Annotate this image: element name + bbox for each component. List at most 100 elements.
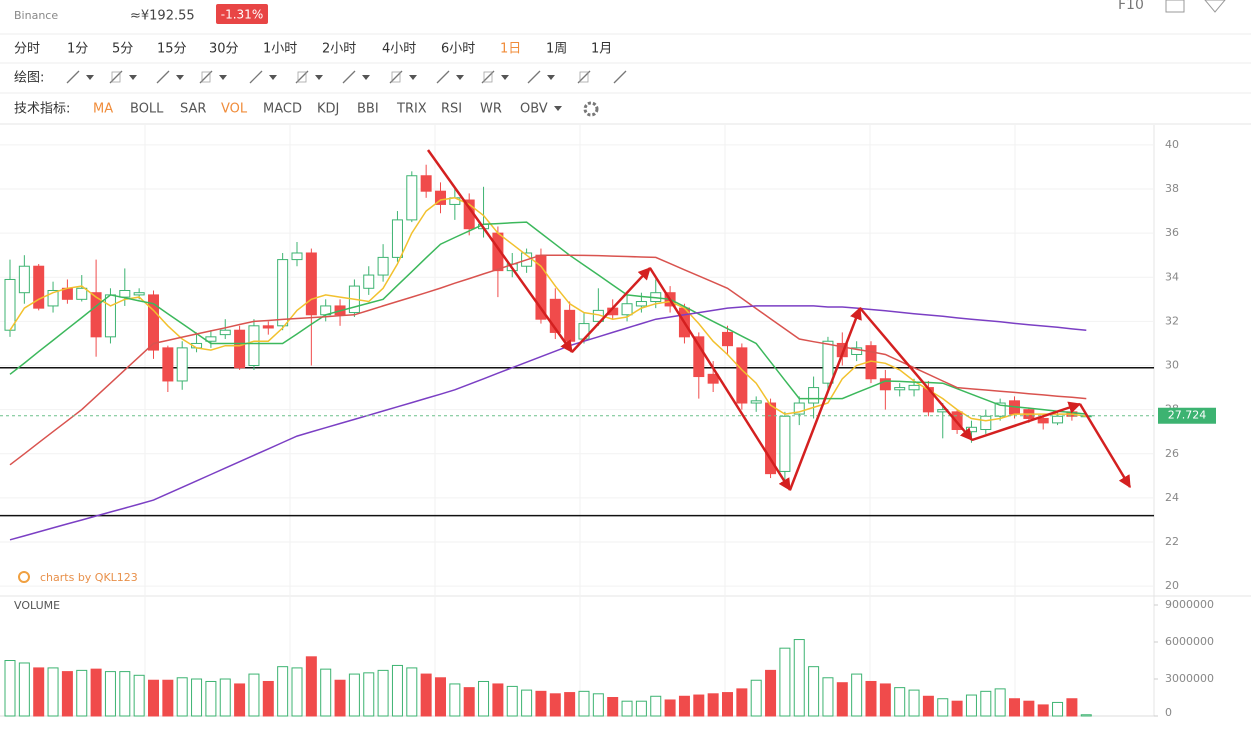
- tool-icon[interactable]: [342, 70, 370, 84]
- indicator[interactable]: WR: [480, 102, 502, 117]
- volume-bar: [994, 688, 1006, 717]
- timeframe[interactable]: 1日: [500, 42, 521, 57]
- star-icon[interactable]: [1204, 0, 1226, 13]
- tool-icon[interactable]: [199, 70, 227, 84]
- timeframe[interactable]: 6小时: [441, 42, 475, 57]
- candle-body: [1037, 417, 1049, 424]
- volume-bar: [1052, 701, 1064, 717]
- f10[interactable]: F10: [1118, 0, 1144, 13]
- tool-icon[interactable]: [249, 70, 277, 84]
- indicator[interactable]: BOLL: [130, 102, 164, 117]
- candle-body: [406, 175, 418, 221]
- tool-icon[interactable]: [613, 70, 627, 84]
- volume-bar: [33, 667, 45, 717]
- volume-bar: [248, 673, 260, 717]
- trend-arrow: [571, 267, 651, 353]
- volume-bar: [119, 671, 131, 717]
- change-badge: [216, 4, 268, 24]
- volume-bar: [90, 668, 102, 717]
- indicator-label: 技术指标:: [14, 102, 70, 117]
- tool-icon[interactable]: [389, 70, 417, 84]
- tool-icon[interactable]: [436, 70, 464, 84]
- tool-icon[interactable]: [527, 70, 555, 84]
- tool-icon[interactable]: [577, 70, 591, 84]
- volume-bar: [277, 666, 289, 717]
- volume-bar: [779, 647, 791, 717]
- volume-bar: [291, 667, 303, 717]
- candle-body: [119, 289, 131, 298]
- volume-bar: [908, 689, 920, 717]
- trend-arrow: [648, 267, 792, 492]
- ma-line: [9, 197, 1087, 422]
- volume-bar: [320, 668, 332, 717]
- indicator[interactable]: KDJ: [317, 102, 339, 117]
- timeframe[interactable]: 5分: [112, 42, 133, 57]
- candle-body: [722, 331, 733, 347]
- volume-bar: [722, 692, 733, 717]
- last-price-label: 27.724: [1168, 409, 1207, 422]
- candle-body: [363, 274, 375, 289]
- candle-body: [76, 287, 88, 300]
- volume-bar: [363, 672, 375, 717]
- candle-body: [750, 400, 762, 404]
- indicator[interactable]: TRIX: [396, 102, 427, 117]
- timeframe[interactable]: 1周: [546, 42, 567, 57]
- tool-glyph: [483, 71, 493, 83]
- y-tick-label: 9000000: [1165, 598, 1214, 611]
- tool-icon[interactable]: [295, 70, 323, 84]
- dropdown: [219, 75, 227, 80]
- tool-glyph: [391, 71, 401, 83]
- timeframe[interactable]: 4小时: [382, 42, 416, 57]
- candle-body: [994, 402, 1006, 417]
- timeframe[interactable]: 分时: [14, 42, 40, 57]
- candle-body: [621, 303, 633, 316]
- candle-body: [808, 387, 820, 404]
- tool-glyph: [527, 70, 541, 84]
- volume-bar: [449, 683, 461, 717]
- dropdown: [501, 75, 509, 80]
- candle-body: [693, 336, 705, 378]
- indicator[interactable]: VOL: [221, 102, 248, 117]
- timeframe[interactable]: 1月: [591, 42, 612, 57]
- dropdown[interactable]: [554, 106, 562, 111]
- tool-icon[interactable]: [66, 70, 94, 84]
- volume-bar: [176, 677, 188, 717]
- indicator[interactable]: OBV: [520, 102, 548, 117]
- tool-icon[interactable]: [481, 70, 509, 84]
- dropdown: [456, 75, 464, 80]
- timeframe[interactable]: 30分: [209, 42, 239, 57]
- trend-arrow: [426, 149, 574, 354]
- indicator[interactable]: BBI: [357, 102, 379, 117]
- indicator[interactable]: RSI: [441, 102, 462, 117]
- y-tick-label: 20: [1165, 579, 1179, 592]
- volume-bar: [305, 656, 317, 717]
- indicator[interactable]: MACD: [263, 102, 302, 117]
- timeframe[interactable]: 1小时: [263, 42, 297, 57]
- volume-bar: [865, 680, 877, 717]
- volume-bar: [420, 673, 432, 717]
- settings-icon[interactable]: [583, 101, 599, 117]
- timeframe[interactable]: 2小时: [322, 42, 356, 57]
- volume-bar: [435, 677, 446, 717]
- volume-bar: [492, 683, 504, 717]
- volume-bar: [937, 698, 949, 717]
- timeframe[interactable]: 1分: [67, 42, 88, 57]
- fullscreen-icon[interactable]: [1165, 0, 1185, 13]
- candle-body: [707, 373, 719, 384]
- indicator[interactable]: MA: [93, 102, 113, 117]
- tool-icon[interactable]: [109, 70, 137, 84]
- timeframe[interactable]: 15分: [157, 42, 187, 57]
- y-tick-label: 3000000: [1165, 672, 1214, 685]
- y-tick-label: 34: [1165, 270, 1179, 283]
- indicator[interactable]: SAR: [180, 102, 206, 117]
- watermark: charts by QKL123: [40, 571, 138, 584]
- y-tick-label: 0: [1165, 706, 1172, 719]
- dropdown: [547, 75, 555, 80]
- volume-bar: [836, 682, 848, 717]
- tool-glyph: [66, 70, 80, 84]
- volume-bar: [736, 688, 748, 717]
- tool-icon[interactable]: [156, 70, 184, 84]
